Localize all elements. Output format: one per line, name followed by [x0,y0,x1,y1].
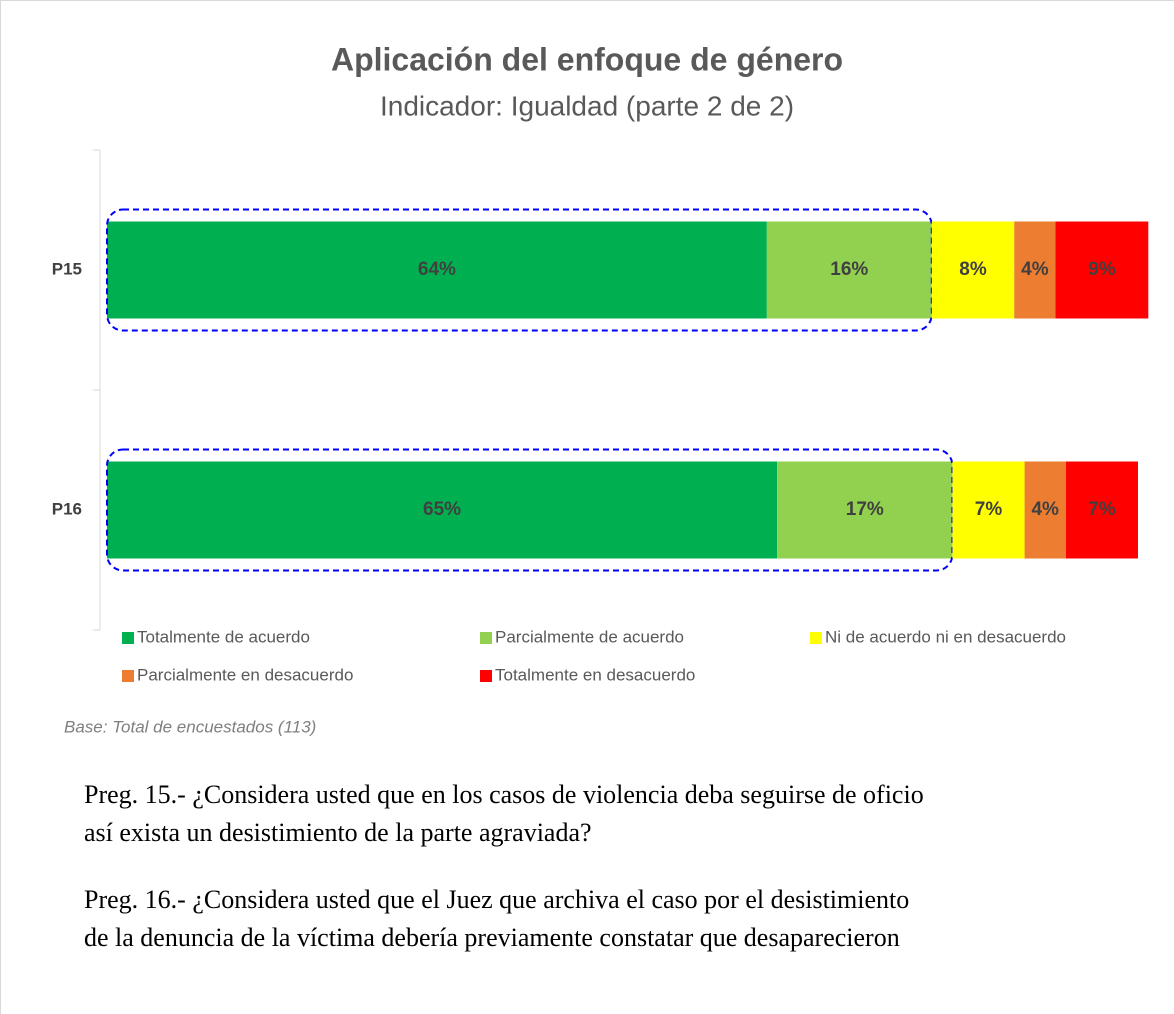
value-label: 64% [418,259,456,280]
bar-segment [766,221,932,319]
category-label: P15 [52,259,82,278]
legend-label: Totalmente en desacuerdo [495,665,695,684]
legend-label: Parcialmente de acuerdo [495,627,684,646]
value-label: 17% [846,499,884,520]
bar-segment [1024,461,1066,559]
legend-swatch [122,670,134,682]
note: Base: Total de encuestados (113) [64,717,316,736]
bar-segment [777,461,953,559]
question-line: Preg. 15.- ¿Considera usted que en los c… [84,780,924,809]
legend-label: Parcialmente en desacuerdo [137,665,353,684]
value-label: 7% [1088,499,1116,520]
legend-label: Ni de acuerdo ni en desacuerdo [825,627,1066,646]
category-label: P16 [52,499,82,518]
question-line: de la denuncia de la víctima debería pre… [84,923,900,952]
bar-segment [107,461,778,559]
bar-segment [1065,461,1138,559]
bar-segment [1014,221,1056,319]
question-line: así exista un desistimiento de la parte … [84,818,592,847]
value-label: 9% [1088,259,1116,280]
value-label: 8% [959,259,987,280]
legend-swatch [810,632,822,644]
question-line: Preg. 16.- ¿Considera usted que el Juez … [84,885,909,914]
legend-swatch [480,670,492,682]
chart-subtitle: Indicador: Igualdad (parte 2 de 2) [380,90,794,121]
value-label: 4% [1021,259,1049,280]
value-label: 4% [1031,499,1059,520]
bar-segment [107,221,767,319]
chart-title: Aplicación del enfoque de género [331,41,843,77]
value-label: 65% [423,499,461,520]
legend-swatch [480,632,492,644]
value-label: 7% [975,499,1003,520]
bar-segment [952,461,1025,559]
legend-label: Totalmente de acuerdo [137,627,310,646]
value-label: 16% [830,259,868,280]
bar-segment [931,221,1015,319]
legend-swatch [122,632,134,644]
bar-segment [1055,221,1149,319]
